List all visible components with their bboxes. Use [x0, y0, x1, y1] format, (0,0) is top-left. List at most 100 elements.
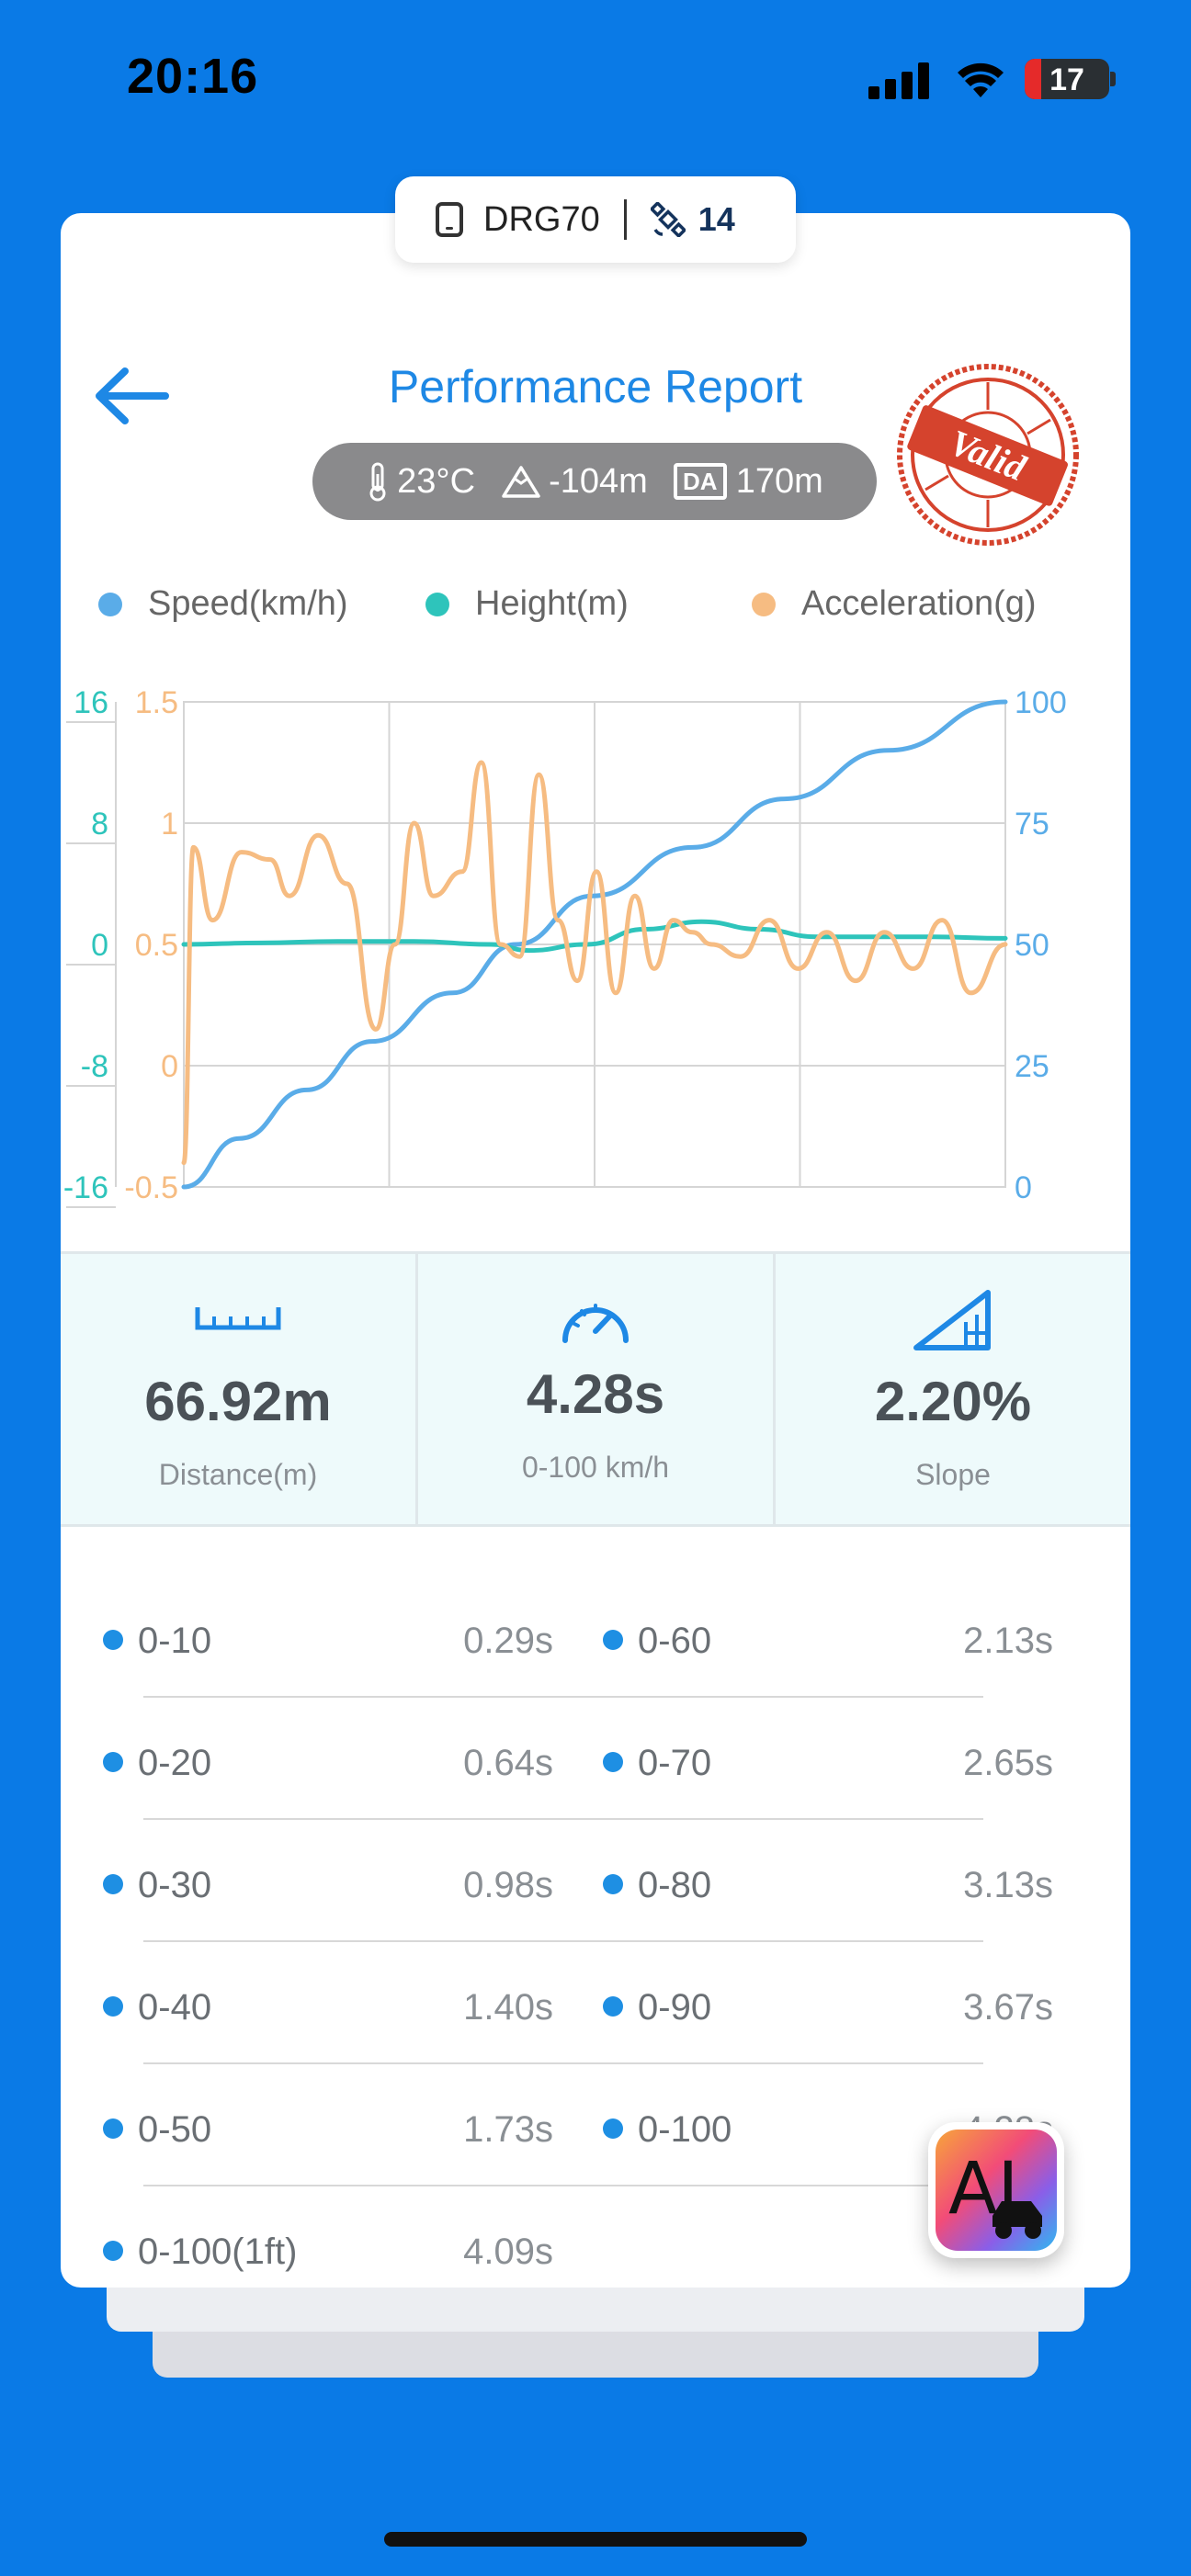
altitude-value: -104m — [549, 461, 648, 501]
stat-slope: 2.20% Slope — [776, 1254, 1130, 1524]
split-separator — [143, 2185, 983, 2186]
split-label: 0-50 — [138, 2109, 212, 2150]
split-value: 2.13s — [963, 1621, 1053, 1661]
height-tick-label: 8 — [91, 807, 108, 842]
car-icon — [992, 2201, 1042, 2239]
slope-icon — [913, 1290, 991, 1350]
satellite-count: 14 — [698, 200, 735, 238]
speed-tick-label: 75 — [1015, 807, 1049, 842]
temperature-item: 23°C — [366, 461, 475, 502]
stat-slope-value: 2.20% — [874, 1371, 1032, 1432]
acceleration-series-line — [181, 760, 1008, 1166]
legend-height-dot — [425, 592, 449, 616]
stat-time-label: 0-100 km/h — [521, 1451, 670, 1484]
split-dot — [103, 1752, 123, 1772]
speedometer-icon — [562, 1304, 629, 1343]
split-dot — [603, 1752, 623, 1772]
legend-speed[interactable]: Speed(km/h) — [98, 584, 348, 624]
battery-icon: 17 — [1025, 59, 1109, 99]
stat-distance-value: 66.92m — [144, 1371, 332, 1432]
density-altitude-icon: DA — [673, 463, 727, 500]
height-tick-label: -16 — [63, 1170, 108, 1205]
speed-tick-label: 0 — [1015, 1170, 1032, 1205]
cellular-signal-icon — [868, 62, 931, 99]
mountain-icon — [502, 466, 540, 498]
device-pill[interactable]: DRG70 14 — [395, 176, 796, 263]
height-tick-label: 16 — [74, 685, 108, 720]
split-dot — [103, 1630, 123, 1650]
split-value: 0.98s — [463, 1865, 553, 1905]
stat-slope-label: Slope — [915, 1458, 991, 1491]
acceleration-tick-label: 1.5 — [135, 685, 178, 720]
device-icon — [436, 202, 463, 237]
legend-acceleration[interactable]: Acceleration(g) — [752, 584, 1037, 624]
density-altitude-value: 170m — [735, 461, 823, 501]
acceleration-tick-label: -0.5 — [124, 1170, 178, 1205]
speed-tick-label: 100 — [1015, 685, 1067, 720]
stats-row: 66.92m Distance(m) 4.28s 0-100 km/h 2.20… — [61, 1251, 1130, 1527]
split-row: 0-20 0.64s 0-70 2.65s — [61, 1735, 1130, 1791]
split-value: 2.65s — [963, 1743, 1053, 1783]
height-tick-label: 0 — [91, 928, 108, 963]
ai-assistant-button[interactable]: AI — [928, 2122, 1064, 2258]
battery-level: 17 — [1049, 62, 1084, 97]
split-row: 0-10 0.29s 0-60 2.13s — [61, 1613, 1130, 1668]
split-label: 0-30 — [138, 1865, 212, 1905]
split-dot — [103, 1874, 123, 1894]
split-row: 0-100(1ft) 4.09s — [61, 2224, 1130, 2279]
acceleration-tick-label: 1 — [161, 807, 178, 842]
legend-height[interactable]: Height(m) — [425, 584, 629, 624]
legend-acceleration-label: Acceleration(g) — [801, 584, 1037, 623]
split-row: 0-30 0.98s 0-80 3.13s — [61, 1858, 1130, 1913]
split-dot — [103, 2241, 123, 2261]
pill-divider — [623, 199, 627, 240]
split-dot — [103, 2118, 123, 2139]
split-value: 1.73s — [463, 2109, 553, 2150]
split-separator — [143, 2062, 983, 2064]
split-row: 0-40 1.40s 0-90 3.67s — [61, 1980, 1130, 2035]
stat-acceleration-time: 4.28s 0-100 km/h — [418, 1254, 776, 1524]
split-label: 0-20 — [138, 1743, 212, 1783]
speed-tick-label: 25 — [1015, 1049, 1049, 1084]
legend-speed-label: Speed(km/h) — [148, 584, 348, 623]
home-indicator[interactable] — [384, 2532, 807, 2547]
split-label: 0-90 — [638, 1987, 712, 2028]
split-value: 4.09s — [463, 2231, 553, 2272]
ai-icon: AI — [936, 2130, 1057, 2251]
split-label: 0-100(1ft) — [138, 2231, 298, 2272]
speed-series-line — [181, 699, 1008, 1190]
stat-distance: 66.92m Distance(m) — [61, 1254, 418, 1524]
split-label: 0-60 — [638, 1621, 712, 1661]
split-label: 0-100 — [638, 2109, 732, 2150]
satellite-icon — [650, 202, 686, 237]
split-value: 1.40s — [463, 1987, 553, 2028]
conditions-pill: 23°C -104m DA 170m — [312, 443, 877, 520]
split-separator — [143, 1818, 983, 1820]
performance-chart: 16 8 0 -8 -16 1.5 1 0.5 0 -0.5 100 75 50 25 0 — [63, 685, 1067, 1208]
speed-tick-label: 50 — [1015, 928, 1049, 963]
split-value: 3.13s — [963, 1865, 1053, 1905]
height-tick-label: -8 — [81, 1049, 108, 1084]
split-dot — [103, 1996, 123, 2017]
device-name: DRG70 — [483, 199, 600, 239]
split-value: 0.64s — [463, 1743, 553, 1783]
split-dot — [603, 1874, 623, 1894]
status-time: 20:16 — [127, 49, 259, 104]
legend-height-label: Height(m) — [475, 584, 629, 623]
split-value: 0.29s — [463, 1621, 553, 1661]
chart-legend: Speed(km/h) Height(m) Acceleration(g) — [0, 584, 1191, 625]
stat-distance-label: Distance(m) — [158, 1458, 318, 1491]
split-label: 0-80 — [638, 1865, 712, 1905]
stat-time-value: 4.28s — [526, 1363, 665, 1425]
split-separator — [143, 1940, 983, 1942]
split-separator — [143, 1696, 983, 1698]
split-dot — [603, 1630, 623, 1650]
split-dot — [603, 2118, 623, 2139]
split-label: 0-40 — [138, 1987, 212, 2028]
wifi-icon — [958, 62, 1004, 97]
acceleration-tick-label: 0 — [161, 1049, 178, 1084]
temperature-value: 23°C — [397, 461, 476, 501]
back-arrow-icon[interactable] — [92, 366, 169, 426]
split-label: 0-70 — [638, 1743, 712, 1783]
page-title: Performance Report — [388, 361, 803, 412]
